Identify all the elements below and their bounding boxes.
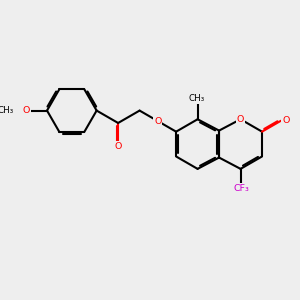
Text: O: O <box>23 106 30 115</box>
Text: O: O <box>282 116 290 125</box>
Text: CH₃: CH₃ <box>0 106 14 115</box>
Text: O: O <box>237 115 244 124</box>
Text: CF₃: CF₃ <box>234 184 250 193</box>
Text: O: O <box>114 142 122 151</box>
Text: CH₃: CH₃ <box>188 94 204 103</box>
Text: O: O <box>154 117 161 126</box>
